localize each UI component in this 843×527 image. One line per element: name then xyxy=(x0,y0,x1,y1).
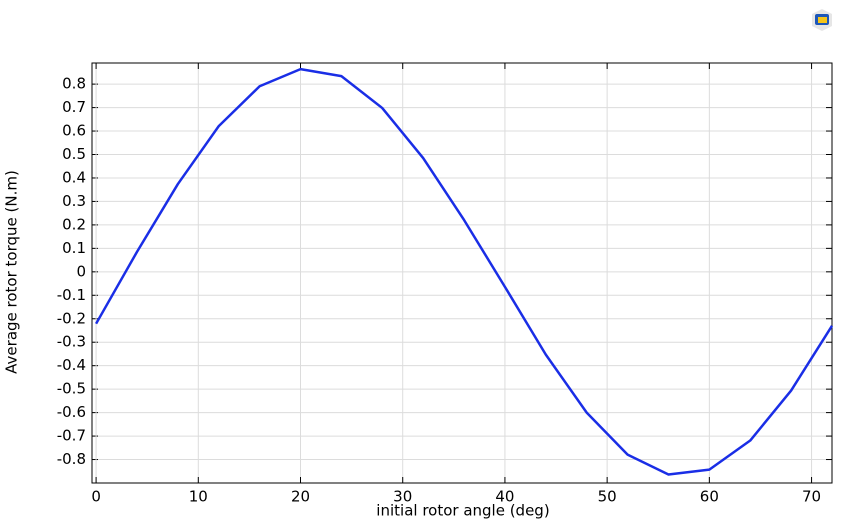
x-tick-label: 30 xyxy=(393,488,412,506)
y-tick-label: 0.3 xyxy=(62,192,86,210)
y-tick-label: 0.4 xyxy=(62,168,86,186)
y-tick-label: 0.2 xyxy=(62,215,86,233)
y-tick-label: 0 xyxy=(76,262,86,280)
y-axis-label: Average rotor torque (N.m) xyxy=(3,170,21,374)
x-tick-label: 20 xyxy=(291,488,310,506)
y-tick-label: -0.6 xyxy=(57,403,86,421)
y-tick-label: -0.5 xyxy=(57,380,86,398)
y-tick-label: 0.7 xyxy=(62,98,86,116)
x-tick-label: 0 xyxy=(91,488,101,506)
x-axis-label: initial rotor angle (deg) xyxy=(376,502,549,520)
y-tick-label: -0.7 xyxy=(57,427,86,445)
x-tick-label: 10 xyxy=(189,488,208,506)
y-tick-label: -0.8 xyxy=(57,450,86,468)
y-tick-label: -0.4 xyxy=(57,356,86,374)
x-tick-label: 50 xyxy=(598,488,617,506)
y-tick-label: -0.3 xyxy=(57,333,86,351)
x-tick-label: 70 xyxy=(802,488,821,506)
y-tick-label: -0.1 xyxy=(57,286,86,304)
x-tick-label: 60 xyxy=(700,488,719,506)
x-tick-label: 40 xyxy=(495,488,514,506)
y-tick-label: -0.2 xyxy=(57,309,86,327)
y-tick-label: 0.8 xyxy=(62,75,86,93)
y-tick-label: 0.1 xyxy=(62,239,86,257)
app-icon xyxy=(812,9,832,31)
data-line xyxy=(95,67,834,476)
y-tick-label: 0.5 xyxy=(62,145,86,163)
y-tick-label: 0.6 xyxy=(62,122,86,140)
plot-frame xyxy=(91,62,833,484)
